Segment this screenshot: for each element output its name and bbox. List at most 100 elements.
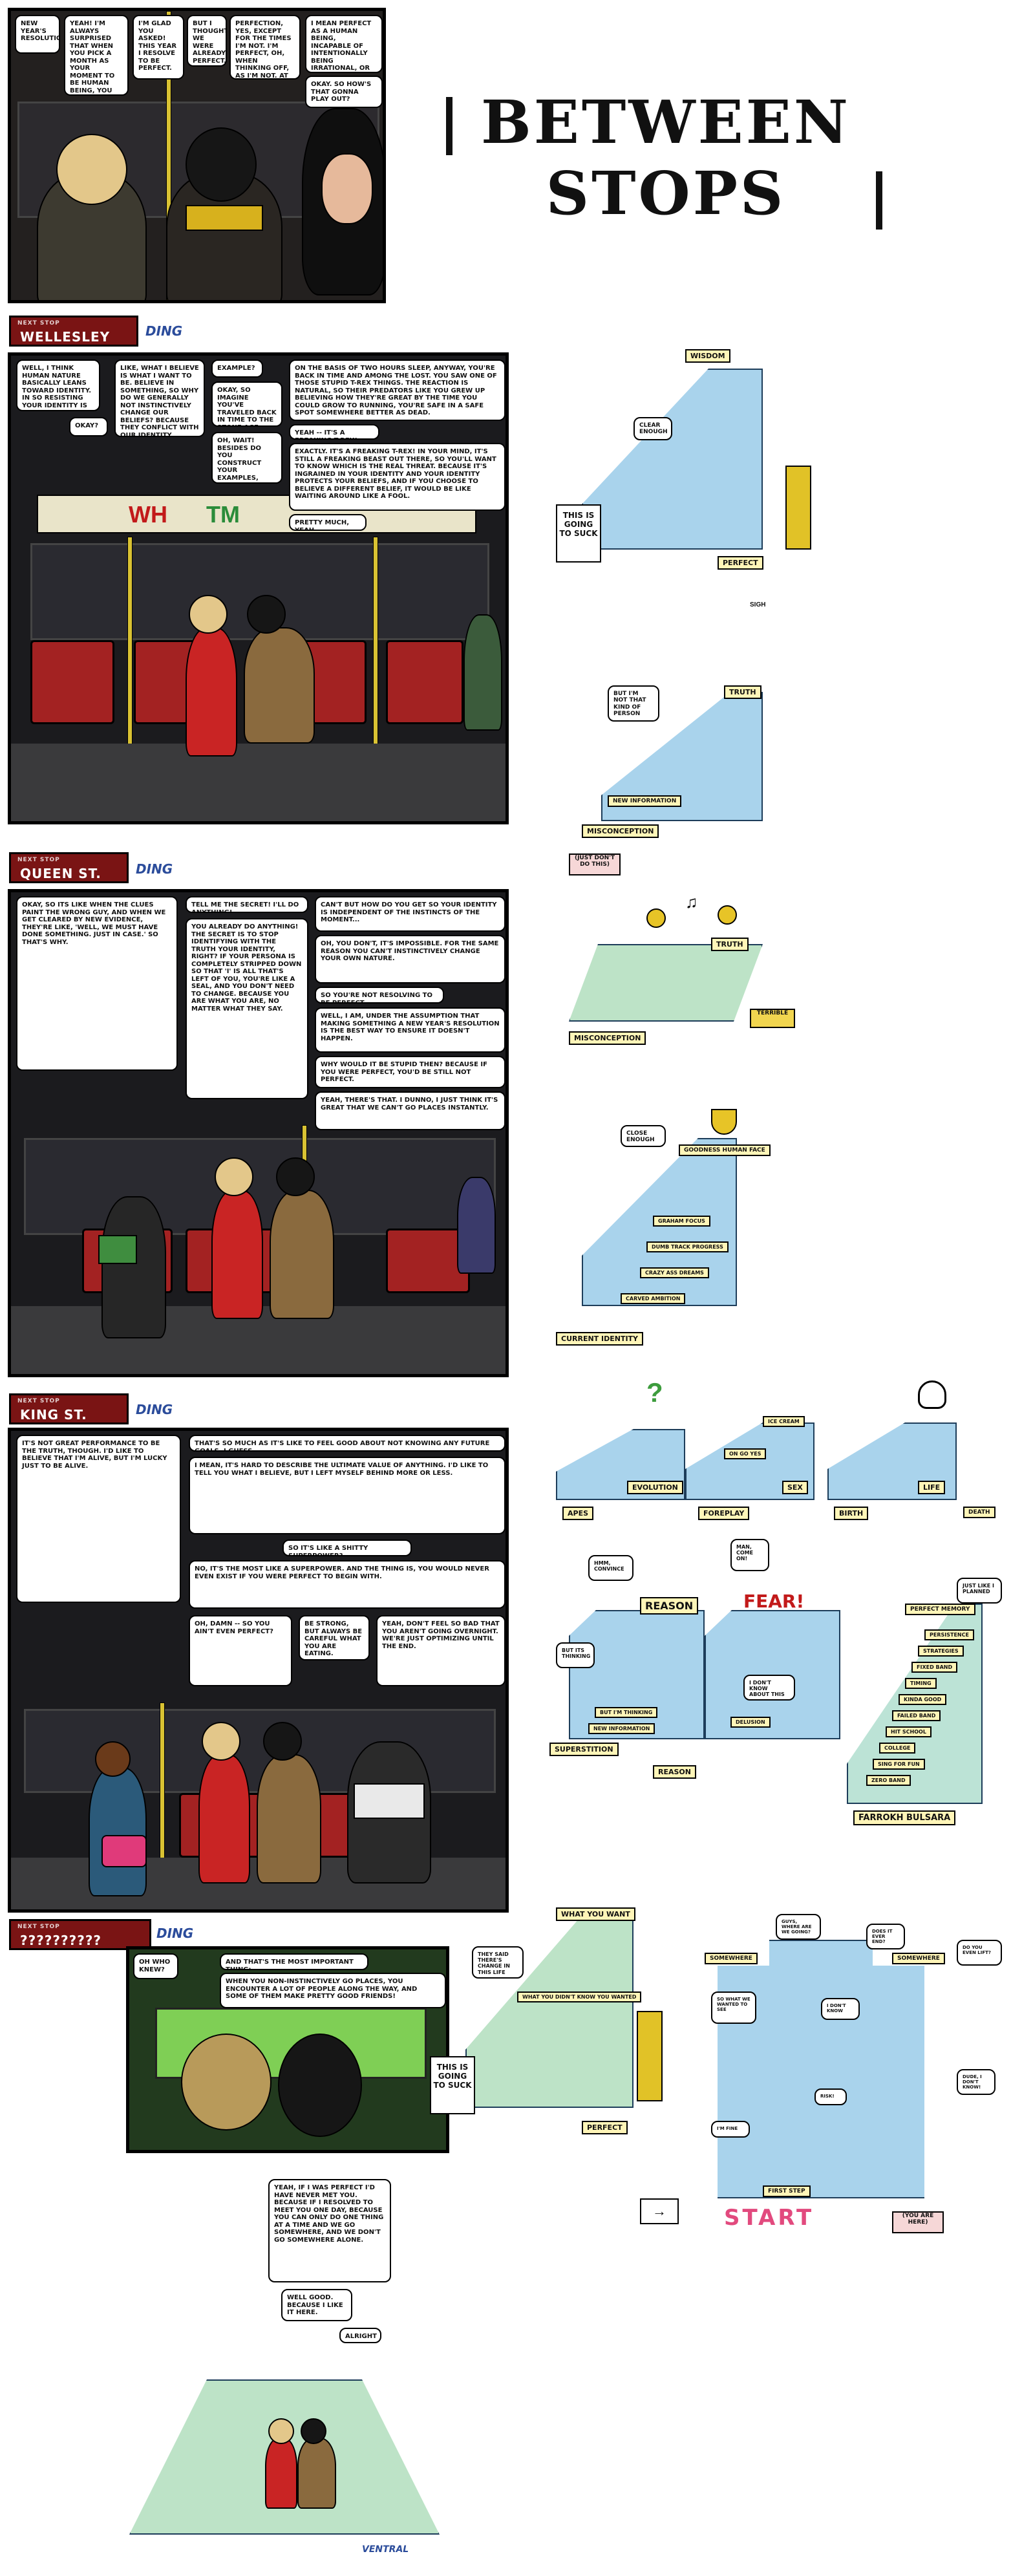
terrible-sign: TERRIBLE — [750, 1009, 795, 1028]
stair-mid-label: ON GO YES — [724, 1448, 767, 1459]
speech-bubble: YOU ALREADY DO ANYTHING! THE SECRET IS T… — [186, 918, 308, 1099]
speech-bubble: SO WHAT WE WANTED TO SEE — [711, 1991, 756, 2024]
suck-sign: THIS IS GOING TO SUCK — [430, 2056, 475, 2114]
speech-bubble: YEAH, IF I WAS PERFECT I'D HAVE NEVER ME… — [268, 2179, 391, 2282]
stair-top-label: WISDOM — [685, 349, 730, 363]
bus-pole — [160, 1702, 165, 1909]
speech-bubble: OKAY. SO HOW'S THAT GONNA PLAY OUT? — [305, 76, 383, 108]
stair-top-label: SOMEWHERE — [892, 1953, 945, 1964]
stair-bottom-label: MISCONCEPTION — [582, 824, 659, 838]
speech-bubble: DO YOU EVEN LIFT? — [957, 1940, 1002, 1966]
comic-panel-2: WH TM WELL, I THINK HUMAN NATURE BASICAL… — [8, 352, 509, 824]
speech-bubble: ON THE BASIS OF TWO HOURS SLEEP, ANYWAY,… — [289, 360, 506, 421]
next-stop-label: NEXT STOP — [17, 857, 60, 863]
stair-label: EVOLUTION — [627, 1481, 683, 1494]
character-darkhair-head — [276, 1157, 315, 1196]
stair-step: ZERO BAND — [866, 1775, 911, 1786]
stair-step: CARVED AMBITION — [621, 1293, 686, 1304]
bus-seat — [30, 640, 114, 724]
next-stop-sign: NEXT STOP ?????????? — [9, 1919, 151, 1950]
comic-panel-3: OKAY, SO ITS LIKE WHEN THE CLUES PAINT T… — [8, 889, 509, 1377]
speech-bubble: HMM, CONVINCE — [588, 1555, 633, 1581]
character-darkhair — [244, 627, 315, 744]
perfect-label: PERFECT — [718, 556, 763, 570]
music-note-icon: ♫ — [685, 892, 698, 912]
stair-top-label: SOMEWHERE — [705, 1953, 758, 1964]
perfect-label: PERFECT — [582, 2121, 628, 2134]
next-stop-label: NEXT STOP — [17, 320, 60, 327]
speech-bubble: I'M FINE — [711, 2121, 750, 2138]
character-blonde-head — [268, 2418, 294, 2444]
stop-name: ?????????? — [20, 1933, 102, 1948]
character-blonde-head — [56, 134, 127, 205]
stair-bottom-label: FARROKH BULSARA — [853, 1810, 956, 1825]
speech-bubble: GUYS, WHERE ARE WE GOING? — [776, 1914, 821, 1940]
stair-step: KINDA GOOD — [899, 1694, 947, 1705]
stair-step: FAILED BAND — [892, 1710, 941, 1721]
stair-graphic — [718, 1940, 924, 2198]
speech-bubble: TELL ME THE SECRET! I'LL DO ANYTHING! — [186, 896, 308, 913]
superstition-label: SUPERSTITION — [549, 1743, 619, 1756]
speech-bubble: I'M GLAD YOU ASKED! THIS YEAR I RESOLVE … — [133, 15, 184, 80]
comic-panel-5: OH WHO KNEW? AND THAT'S THE MOST IMPORTA… — [126, 1946, 449, 2153]
bus-seat — [386, 1229, 470, 1293]
elevator-icon — [785, 466, 811, 550]
speech-bubble: YEAH, DON'T FEEL SO BAD THAT YOU AREN'T … — [376, 1615, 506, 1686]
next-stop-label: NEXT STOP — [17, 1924, 60, 1930]
speech-bubble: WELL, I AM, UNDER THE ASSUMPTION THAT MA… — [315, 1007, 506, 1053]
speech-bubble: I DON'T KNOW ABOUT THIS — [743, 1675, 795, 1701]
stair-step: CRAZY ASS DREAMS — [640, 1267, 709, 1278]
truth-label: TRUTH — [711, 938, 749, 951]
speech-bubble: OH WHO KNEW? — [133, 1953, 178, 1979]
speech-bubble: EXACTLY. IT'S A FREAKING T-REX! IN YOUR … — [289, 443, 506, 511]
speech-bubble: WHEN YOU NON-INSTINCTIVELY GO PLACES, YO… — [220, 1973, 446, 2008]
speech-bubble: OH, YOU DON'T, IT'S IMPOSSIBLE. FOR THE … — [315, 935, 506, 983]
character-darkhair — [297, 2438, 336, 2509]
stair-graphic — [465, 1914, 633, 2108]
reason-label: REASON — [640, 1597, 699, 1615]
bus-pole — [127, 537, 133, 821]
speech-bubble: PRETTY MUCH, YEAH. — [289, 514, 367, 531]
speech-bubble: OKAY, SO ITS LIKE WHEN THE CLUES PAINT T… — [16, 896, 178, 1071]
speech-bubble: CLEAR ENOUGH — [633, 417, 672, 440]
speech-bubble: BUT ITS THINKING — [556, 1642, 595, 1668]
stop-name: KING ST. — [20, 1407, 87, 1422]
speech-bubble: JUST LIKE I PLANNED — [957, 1578, 1002, 1604]
stair-top-label: TRUTH — [724, 685, 761, 699]
character-darkhair-head — [278, 2034, 362, 2137]
ad-text: TM — [206, 501, 240, 528]
stair-graphic — [569, 1610, 705, 1739]
stair-step: PERSISTENCE — [924, 1629, 974, 1640]
speech-bubble: MAN, COME ON! — [730, 1539, 769, 1571]
character-blonde — [186, 627, 237, 757]
character-darkhair-head — [186, 127, 257, 202]
stair-graphic — [582, 369, 763, 550]
speech-bubble: DUDE, I DON'T KNOW! — [957, 2069, 995, 2095]
speech-bubble: OKAY, SO IMAGINE YOU'VE TRAVELED BACK IN… — [211, 381, 282, 427]
ding-sound: DING — [136, 861, 173, 877]
reason-bottom-label: REASON — [653, 1765, 696, 1779]
comic-title-line1: BETWEEN — [480, 87, 851, 157]
stair-mid-label: ICE CREAM — [763, 1416, 805, 1427]
next-stop-sign: NEXT STOP KING ST. — [9, 1393, 129, 1424]
speech-bubble: OH, WAIT! BESIDES DO YOU CONSTRUCT YOUR … — [211, 432, 282, 484]
speech-bubble: I DON'T KNOW — [821, 1998, 860, 2020]
bag-icon — [101, 1835, 147, 1867]
stair-label: APES — [562, 1507, 594, 1520]
character-blonde-head — [189, 595, 228, 634]
stair-step: SING FOR FUN — [873, 1759, 925, 1770]
speech-bubble: RISK! — [814, 2088, 847, 2105]
speech-bubble: THAT'S SO MUCH AS IT'S LIKE TO FEEL GOOD… — [189, 1435, 506, 1452]
character-blonde — [265, 2438, 297, 2509]
stair-label: BIRTH — [834, 1507, 869, 1520]
closeup-face — [321, 153, 373, 224]
stair-step: TIMING — [905, 1678, 937, 1689]
speech-bubble: I MEAN PERFECT AS A HUMAN BEING, INCAPAB… — [305, 15, 383, 73]
speech-bubble: YEAH! I'M ALWAYS SURPRISED THAT WHEN YOU… — [64, 15, 129, 96]
ad-text: WH — [129, 501, 167, 528]
stair-step: COLLEGE — [879, 1743, 916, 1754]
stair-bottom-label: CURRENT IDENTITY — [556, 1332, 644, 1346]
character-darkhair-head — [247, 595, 286, 634]
next-stop-sign: NEXT STOP QUEEN ST. — [9, 852, 129, 883]
woman-passenger — [89, 1767, 147, 1896]
